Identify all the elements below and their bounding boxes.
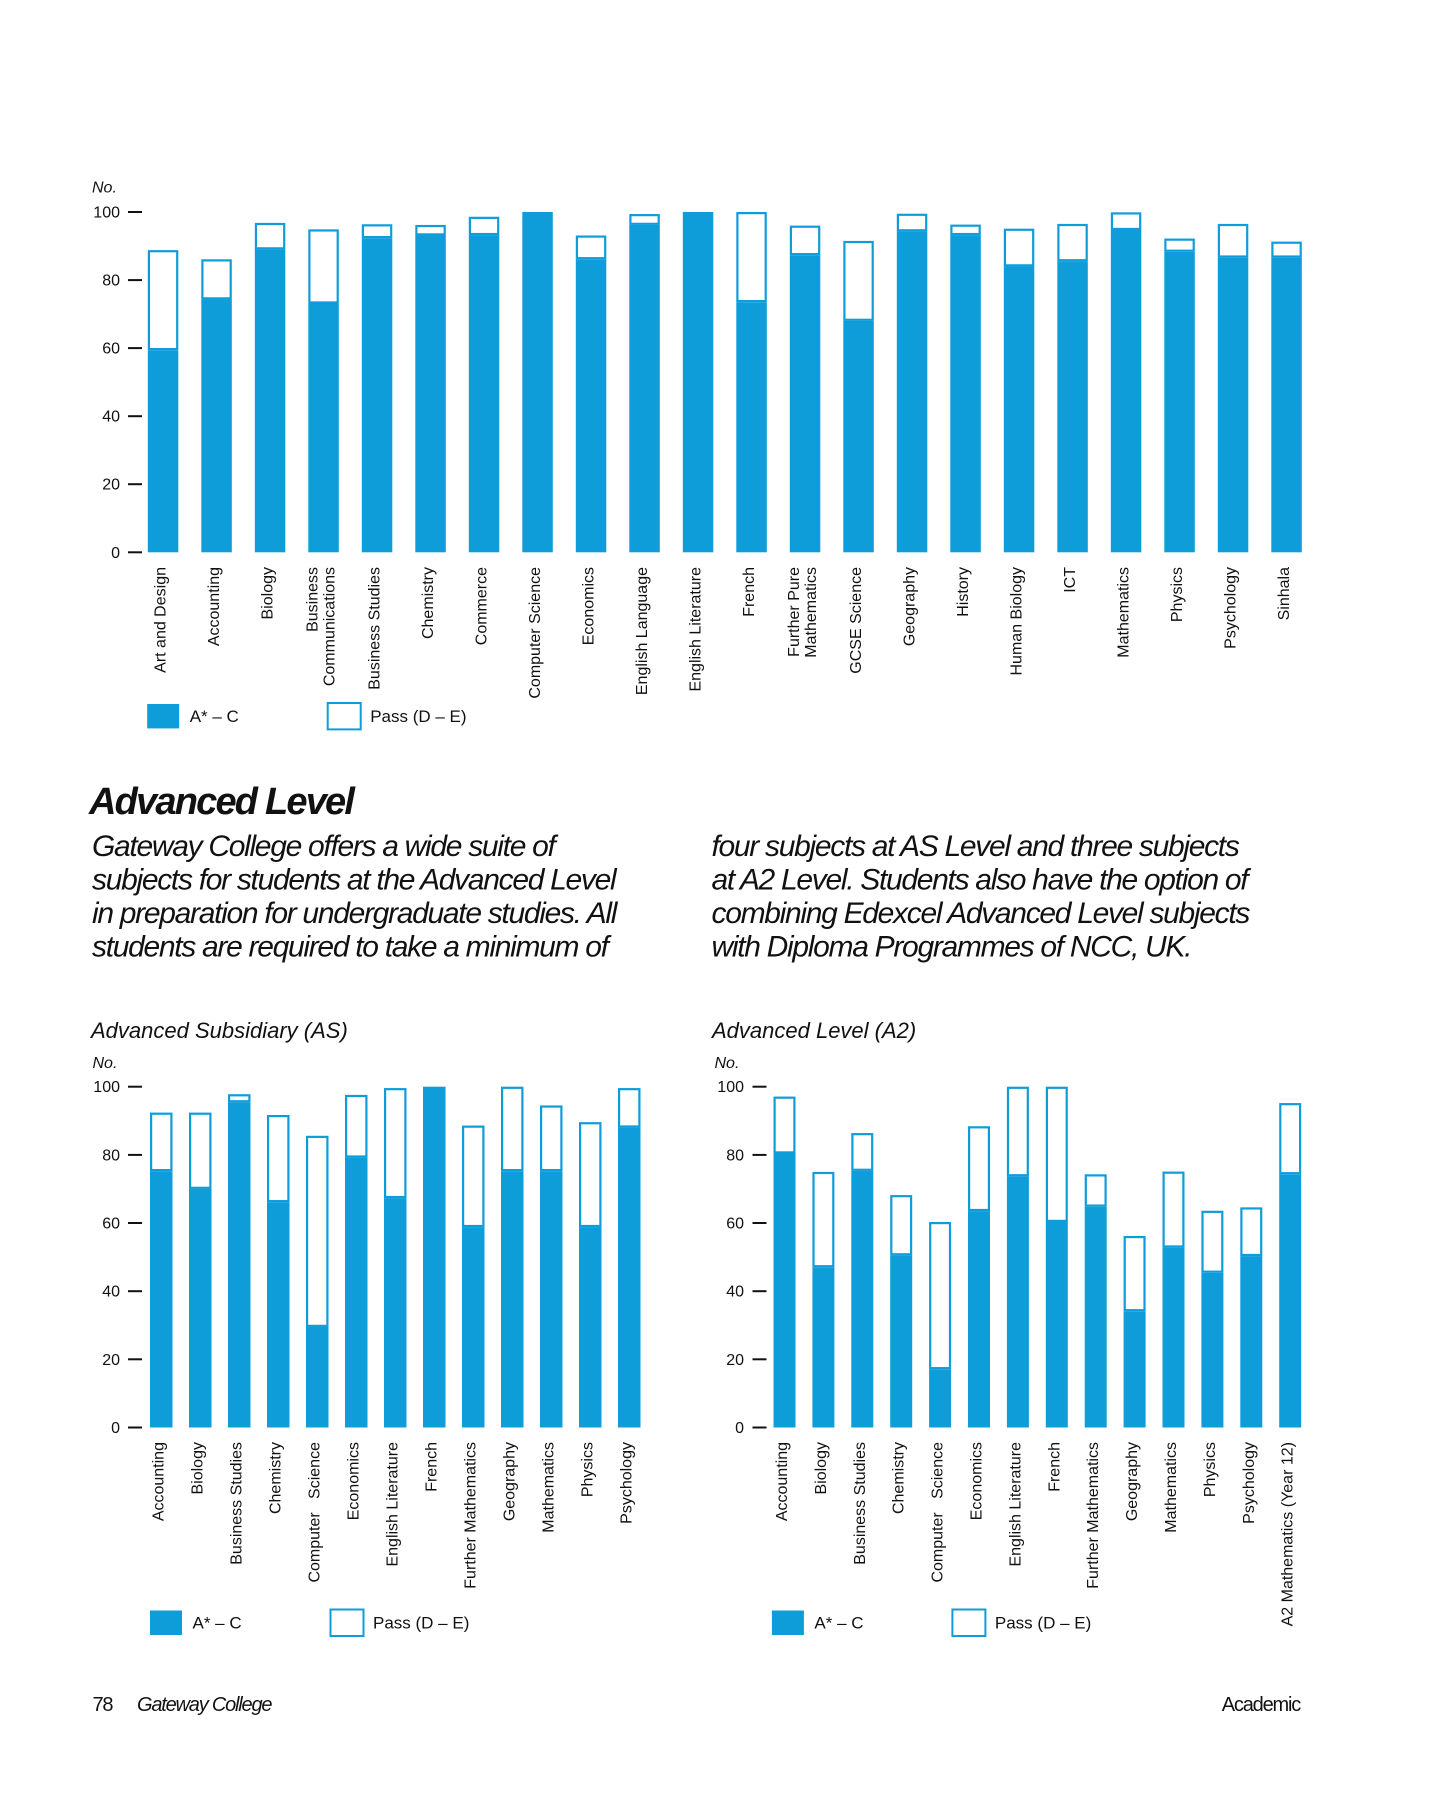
svg-text:100: 100: [93, 1079, 120, 1096]
svg-text:ICT: ICT: [1062, 567, 1079, 593]
svg-text:Sinhala: Sinhala: [1276, 567, 1293, 620]
svg-text:100: 100: [717, 1079, 744, 1096]
svg-text:60: 60: [726, 1216, 744, 1233]
svg-text:Mathematics: Mathematics: [1163, 1442, 1180, 1533]
svg-text:Gateway College offers a wide: Gateway College offers a wide suite of: [92, 830, 558, 863]
svg-text:at A2 Level. Students also hav: at A2 Level. Students also have the opti…: [712, 864, 1252, 897]
svg-text:Accounting: Accounting: [151, 1442, 168, 1521]
svg-text:GCSE Science: GCSE Science: [848, 567, 865, 674]
svg-text:Biology: Biology: [260, 567, 277, 619]
svg-text:A2 Mathematics (Year 12): A2 Mathematics (Year 12): [1280, 1442, 1297, 1626]
svg-text:four subjects at AS Level and: four subjects at AS Level and three subj…: [712, 830, 1240, 863]
svg-text:English Literature: English Literature: [688, 567, 705, 692]
svg-text:80: 80: [102, 1147, 120, 1164]
svg-text:Computer Science: Computer Science: [307, 1442, 324, 1583]
svg-text:A* – C: A* – C: [814, 1613, 863, 1632]
svg-text:Pass (D – E): Pass (D – E): [370, 707, 466, 726]
svg-text:Physics: Physics: [580, 1442, 597, 1497]
svg-text:A* – C: A* – C: [190, 707, 239, 726]
svg-text:40: 40: [726, 1284, 744, 1301]
svg-text:Economics: Economics: [969, 1442, 986, 1520]
svg-text:Physics: Physics: [1202, 1442, 1219, 1497]
svg-text:subjects for students at the A: subjects for students at the Advanced Le…: [92, 864, 618, 897]
svg-text:60: 60: [102, 341, 120, 358]
svg-text:Advanced Level: Advanced Level: [88, 781, 356, 823]
svg-text:20: 20: [726, 1352, 744, 1369]
svg-text:Psychology: Psychology: [1223, 567, 1240, 649]
svg-text:Pass (D – E): Pass (D – E): [995, 1613, 1091, 1632]
svg-text:Human Biology: Human Biology: [1009, 567, 1026, 676]
svg-text:20: 20: [102, 477, 120, 494]
svg-text:in preparation for undergradua: in preparation for undergraduate studies…: [92, 897, 619, 930]
svg-text:0: 0: [735, 1420, 744, 1437]
svg-text:combining Edexcel Advanced Lev: combining Edexcel Advanced Level subject…: [712, 897, 1251, 930]
svg-text:Further Mathematics: Further Mathematics: [463, 1442, 480, 1589]
svg-text:Business Studies: Business Studies: [367, 567, 384, 690]
svg-text:Gateway College: Gateway College: [137, 1694, 272, 1716]
svg-text:0: 0: [111, 1420, 120, 1437]
svg-text:students are required to take: students are required to take a minimum …: [92, 931, 612, 964]
svg-text:Business Studies: Business Studies: [229, 1442, 246, 1565]
svg-text:Advanced Level (A2): Advanced Level (A2): [710, 1018, 916, 1043]
svg-text:Psychology: Psychology: [1241, 1442, 1258, 1524]
svg-text:0: 0: [111, 545, 120, 562]
svg-text:Further Mathematics: Further Mathematics: [1085, 1442, 1102, 1589]
svg-text:Chemistry: Chemistry: [420, 567, 437, 639]
svg-text:100: 100: [93, 205, 120, 222]
svg-text:English Language: English Language: [634, 567, 651, 695]
svg-text:with Diploma Programmes of NCC: with Diploma Programmes of NCC, UK.: [712, 931, 1192, 964]
svg-text:Business Studies: Business Studies: [852, 1442, 869, 1565]
svg-text:Geography: Geography: [1124, 1442, 1141, 1521]
svg-text:Biology: Biology: [813, 1442, 830, 1494]
svg-text:History: History: [955, 567, 972, 617]
svg-text:Chemistry: Chemistry: [891, 1442, 908, 1514]
svg-text:Mathematics: Mathematics: [803, 567, 820, 658]
svg-text:Academic: Academic: [1222, 1694, 1301, 1716]
svg-text:Computer Science: Computer Science: [930, 1442, 947, 1583]
svg-text:Psychology: Psychology: [619, 1442, 636, 1524]
svg-text:A* – C: A* – C: [193, 1613, 242, 1632]
svg-text:Accounting: Accounting: [206, 567, 223, 646]
svg-text:Biology: Biology: [190, 1442, 207, 1494]
svg-text:Geography: Geography: [502, 1442, 519, 1521]
svg-text:Further Pure: Further Pure: [786, 567, 803, 657]
svg-text:French: French: [1046, 1442, 1063, 1492]
svg-text:Geography: Geography: [902, 567, 919, 646]
svg-text:40: 40: [102, 1284, 120, 1301]
svg-text:80: 80: [102, 273, 120, 290]
svg-text:Advanced Subsidiary (AS): Advanced Subsidiary (AS): [89, 1018, 348, 1043]
svg-text:Physics: Physics: [1169, 567, 1186, 622]
svg-text:Mathematics: Mathematics: [1116, 567, 1133, 658]
svg-text:English Literature: English Literature: [385, 1442, 402, 1567]
svg-text:Communications: Communications: [322, 567, 339, 686]
svg-text:Accounting: Accounting: [774, 1442, 791, 1521]
svg-text:French: French: [741, 567, 758, 617]
svg-text:40: 40: [102, 409, 120, 426]
svg-text:Pass (D – E): Pass (D – E): [373, 1613, 469, 1632]
svg-text:80: 80: [726, 1147, 744, 1164]
svg-text:No.: No.: [93, 1055, 118, 1072]
svg-text:French: French: [424, 1442, 441, 1492]
svg-text:Economics: Economics: [581, 567, 598, 645]
svg-text:English Literature: English Literature: [1007, 1442, 1024, 1567]
svg-text:Art and Design: Art and Design: [153, 567, 170, 673]
svg-text:78: 78: [93, 1694, 114, 1716]
svg-text:Computer Science: Computer Science: [527, 567, 544, 699]
svg-text:Commerce: Commerce: [474, 567, 491, 645]
svg-text:No.: No.: [92, 180, 117, 197]
svg-text:60: 60: [102, 1216, 120, 1233]
svg-text:Mathematics: Mathematics: [541, 1442, 558, 1533]
svg-text:20: 20: [102, 1352, 120, 1369]
svg-text:Economics: Economics: [346, 1442, 363, 1520]
svg-text:Chemistry: Chemistry: [268, 1442, 285, 1514]
svg-text:No.: No.: [715, 1055, 740, 1072]
svg-text:Business: Business: [305, 567, 322, 632]
